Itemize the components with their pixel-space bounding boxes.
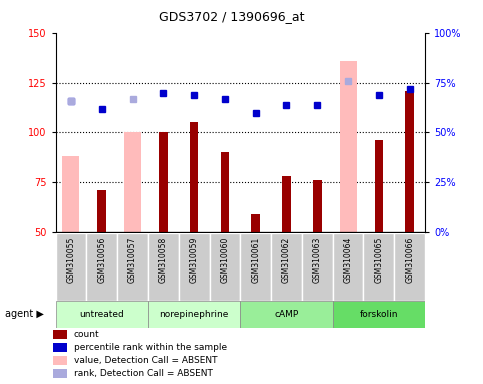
Text: GSM310055: GSM310055 xyxy=(67,237,75,283)
Bar xyxy=(282,176,291,232)
Text: GSM310059: GSM310059 xyxy=(190,237,199,283)
Text: GSM310065: GSM310065 xyxy=(374,237,384,283)
Bar xyxy=(240,301,333,328)
Bar xyxy=(271,233,302,301)
Bar xyxy=(53,343,68,353)
Bar xyxy=(124,132,141,232)
Text: GSM310061: GSM310061 xyxy=(251,237,260,283)
Bar xyxy=(159,132,168,232)
Text: value, Detection Call = ABSENT: value, Detection Call = ABSENT xyxy=(74,356,217,365)
Text: GSM310062: GSM310062 xyxy=(282,237,291,283)
Bar xyxy=(302,233,333,301)
Text: GDS3702 / 1390696_at: GDS3702 / 1390696_at xyxy=(159,10,305,23)
Bar xyxy=(240,233,271,301)
Text: rank, Detection Call = ABSENT: rank, Detection Call = ABSENT xyxy=(74,369,213,378)
Bar xyxy=(364,233,394,301)
Text: agent ▶: agent ▶ xyxy=(5,310,43,319)
Bar xyxy=(340,61,356,232)
Bar xyxy=(333,233,364,301)
Bar xyxy=(190,122,199,232)
Text: GSM310064: GSM310064 xyxy=(343,237,353,283)
Text: forskolin: forskolin xyxy=(360,310,398,319)
Bar xyxy=(148,233,179,301)
Bar xyxy=(117,233,148,301)
Text: GSM310060: GSM310060 xyxy=(220,237,229,283)
Text: cAMP: cAMP xyxy=(274,310,298,319)
Bar xyxy=(210,233,240,301)
Text: percentile rank within the sample: percentile rank within the sample xyxy=(74,343,227,352)
Bar xyxy=(56,301,148,328)
Bar xyxy=(53,330,68,339)
Text: count: count xyxy=(74,330,99,339)
Bar xyxy=(252,214,260,232)
Bar xyxy=(375,141,383,232)
Text: GSM310063: GSM310063 xyxy=(313,237,322,283)
Bar xyxy=(394,233,425,301)
Text: untreated: untreated xyxy=(79,310,124,319)
Bar xyxy=(221,152,229,232)
Text: GSM310057: GSM310057 xyxy=(128,237,137,283)
Bar xyxy=(179,233,210,301)
Bar xyxy=(313,180,322,232)
Bar xyxy=(98,190,106,232)
Bar xyxy=(86,233,117,301)
Bar xyxy=(62,156,79,232)
Text: norepinephrine: norepinephrine xyxy=(159,310,229,319)
Text: GSM310058: GSM310058 xyxy=(159,237,168,283)
Text: GSM310056: GSM310056 xyxy=(97,237,106,283)
Bar xyxy=(53,356,68,366)
Bar xyxy=(148,301,241,328)
Bar xyxy=(56,233,86,301)
Bar xyxy=(333,301,425,328)
Bar xyxy=(53,369,68,378)
Text: GSM310066: GSM310066 xyxy=(405,237,414,283)
Bar xyxy=(405,91,414,232)
